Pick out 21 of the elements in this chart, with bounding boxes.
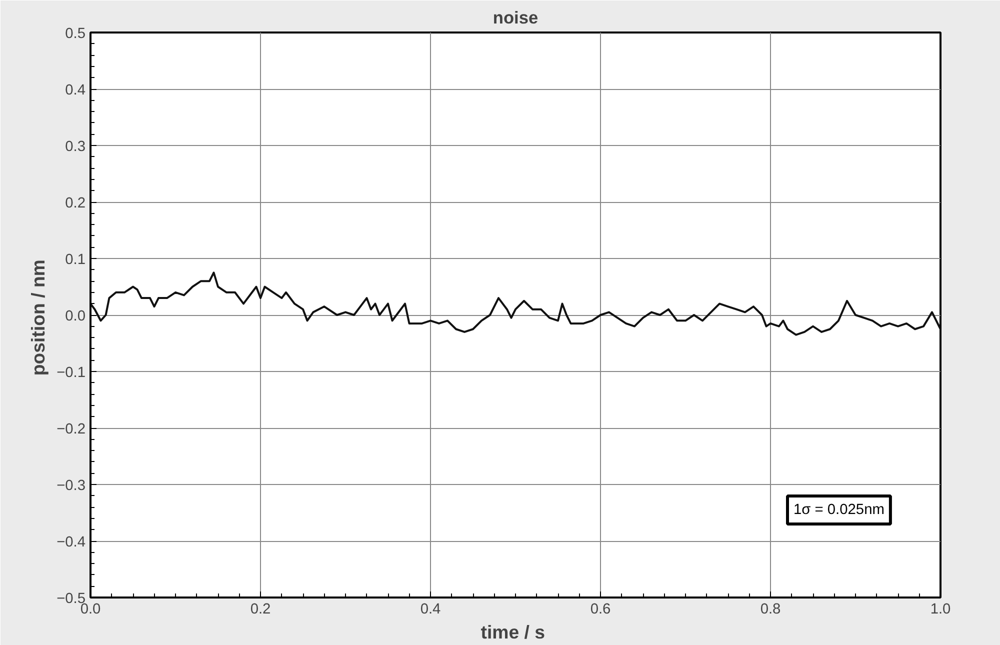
y-tick-label: −0.2	[56, 422, 86, 438]
y-tick-label: −0.4	[56, 534, 86, 550]
x-tick-label: 0.8	[760, 602, 781, 618]
x-axis-title: time / s	[480, 622, 546, 642]
chart-title: noise	[492, 8, 538, 28]
x-tick-label: 0.0	[80, 602, 101, 618]
y-tick-label: −0.1	[56, 365, 86, 381]
y-tick-label: 0.2	[65, 196, 86, 212]
y-tick-label: 0.1	[65, 252, 86, 268]
y-axis-title: position / nm	[28, 260, 49, 376]
y-tick-label: 0.4	[65, 82, 86, 98]
y-tick-label: −0.3	[56, 478, 86, 494]
y-tick-label: 0.5	[65, 26, 86, 42]
x-tick-label: 1.0	[930, 602, 951, 618]
annotation: 1σ = 0.025nm	[794, 502, 884, 518]
x-tick-label: 0.4	[420, 602, 441, 618]
x-tick-label: 0.2	[250, 602, 271, 618]
x-tick-label: 0.6	[590, 602, 611, 618]
y-tick-label: 0.0	[65, 308, 86, 324]
line-series	[90, 272, 940, 336]
y-tick-label: 0.3	[65, 139, 86, 155]
